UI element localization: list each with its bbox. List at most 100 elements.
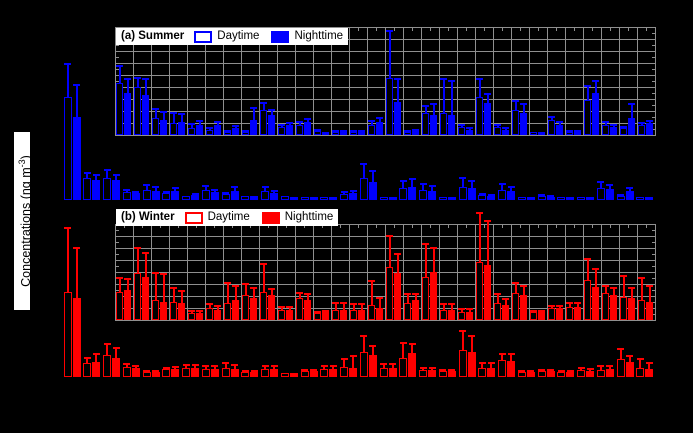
error-whisker bbox=[640, 277, 643, 300]
error-whisker bbox=[468, 308, 471, 312]
gridline-horizontal bbox=[115, 236, 656, 237]
error-cap bbox=[304, 293, 311, 295]
error-cap bbox=[124, 278, 131, 280]
minor-tick bbox=[652, 117, 656, 118]
bar-nighttime bbox=[566, 372, 575, 377]
bar-daytime bbox=[386, 267, 393, 320]
bar-daytime bbox=[221, 368, 230, 377]
error-whisker bbox=[450, 80, 453, 115]
error-whisker bbox=[470, 335, 473, 352]
error-whisker bbox=[406, 293, 409, 303]
error-cap bbox=[250, 370, 258, 372]
error-cap bbox=[606, 365, 614, 367]
bar-nighttime bbox=[368, 355, 377, 377]
bar-daytime bbox=[596, 370, 605, 377]
bar-daytime bbox=[368, 305, 375, 320]
minor-tick bbox=[430, 27, 431, 31]
error-cap bbox=[628, 287, 635, 289]
error-cap bbox=[112, 174, 120, 176]
error-whisker bbox=[75, 84, 78, 117]
error-cap bbox=[617, 348, 624, 350]
error-whisker bbox=[470, 180, 473, 188]
minor-tick bbox=[628, 27, 629, 31]
error-whisker bbox=[213, 365, 216, 369]
error-cap bbox=[617, 194, 624, 196]
gridline-horizontal bbox=[115, 308, 656, 309]
error-whisker bbox=[75, 247, 78, 298]
minor-tick bbox=[652, 69, 656, 70]
error-whisker bbox=[388, 30, 391, 78]
gridline-vertical bbox=[313, 27, 314, 135]
error-cap bbox=[498, 353, 506, 355]
error-cap bbox=[458, 124, 465, 126]
error-whisker bbox=[522, 103, 525, 113]
minor-tick bbox=[115, 290, 119, 291]
error-cap bbox=[350, 130, 357, 132]
error-cap bbox=[422, 105, 429, 107]
bar-nighttime bbox=[340, 310, 347, 320]
gridline-vertical bbox=[367, 27, 368, 135]
error-whisker bbox=[628, 355, 631, 362]
error-whisker bbox=[424, 243, 427, 277]
bar-nighttime bbox=[487, 196, 496, 200]
bar-nighttime bbox=[131, 193, 140, 200]
error-cap bbox=[132, 191, 140, 193]
gridline-vertical bbox=[385, 27, 386, 135]
bar-daytime bbox=[320, 197, 329, 200]
bar-nighttime bbox=[72, 117, 81, 200]
error-whisker bbox=[424, 105, 427, 113]
error-cap bbox=[260, 263, 267, 265]
bar-daytime bbox=[152, 300, 159, 320]
error-whisker bbox=[630, 103, 633, 118]
error-whisker bbox=[450, 303, 453, 310]
bar-daytime bbox=[359, 178, 368, 200]
bar-nighttime bbox=[520, 113, 527, 135]
bar-daytime bbox=[399, 188, 408, 200]
bar-nighttime bbox=[268, 295, 275, 320]
error-cap bbox=[171, 187, 179, 189]
bar-nighttime bbox=[538, 132, 545, 135]
minor-tick bbox=[520, 27, 521, 31]
bar-nighttime bbox=[546, 197, 555, 200]
error-whisker bbox=[194, 364, 196, 368]
bar-daytime bbox=[122, 192, 131, 200]
error-cap bbox=[322, 310, 329, 312]
error-whisker bbox=[216, 121, 219, 125]
error-cap bbox=[494, 124, 501, 126]
error-whisker bbox=[639, 358, 642, 368]
minor-tick bbox=[376, 27, 377, 31]
bar-daytime bbox=[350, 310, 357, 320]
gridline-vertical bbox=[565, 27, 566, 135]
minor-tick bbox=[394, 224, 395, 228]
error-cap bbox=[556, 305, 563, 307]
error-cap bbox=[386, 235, 393, 237]
error-whisker bbox=[396, 253, 399, 273]
bar-daytime bbox=[379, 197, 388, 200]
minor-tick bbox=[538, 27, 539, 31]
error-cap bbox=[142, 78, 149, 80]
bar-nighttime bbox=[556, 125, 563, 135]
error-whisker bbox=[95, 174, 98, 180]
panel-b-title: (b) Winter bbox=[121, 210, 175, 223]
gridline-vertical bbox=[133, 27, 134, 135]
error-cap bbox=[152, 186, 159, 188]
bar-daytime bbox=[602, 125, 609, 135]
error-whisker bbox=[504, 298, 507, 305]
bar-daytime bbox=[280, 373, 289, 377]
bar-daytime bbox=[142, 372, 151, 377]
bar-daytime bbox=[122, 367, 131, 377]
error-whisker bbox=[604, 121, 607, 125]
error-cap bbox=[162, 191, 170, 193]
bar-nighttime bbox=[178, 122, 185, 135]
error-whisker bbox=[422, 183, 424, 190]
error-whisker bbox=[604, 285, 607, 293]
bar-nighttime bbox=[289, 373, 298, 377]
error-cap bbox=[170, 287, 177, 289]
error-whisker bbox=[270, 288, 273, 295]
error-cap bbox=[507, 186, 515, 188]
error-cap bbox=[620, 275, 627, 277]
bar-nighttime bbox=[232, 300, 239, 320]
bar-daytime bbox=[142, 190, 151, 200]
gridline-vertical bbox=[421, 27, 422, 135]
bar-daytime bbox=[261, 191, 269, 200]
